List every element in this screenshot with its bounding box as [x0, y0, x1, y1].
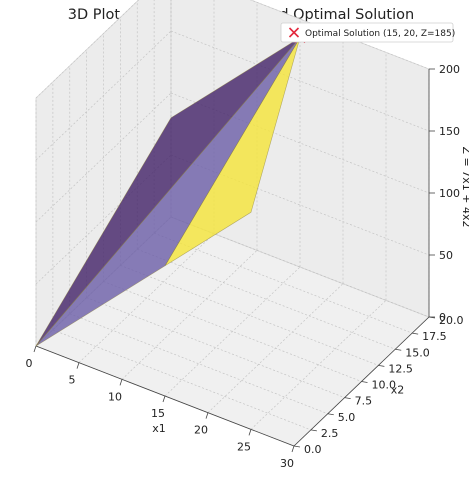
- x2-tick-label: 7.5: [355, 395, 373, 408]
- marker-stroke: [288, 27, 300, 38]
- x2-tick: [378, 364, 385, 367]
- legend-label: Optimal Solution (15, 20, Z=185): [305, 29, 455, 39]
- x2-tick: [310, 429, 317, 432]
- legend: Optimal Solution (15, 20, Z=185): [280, 22, 455, 43]
- x1-tick: [162, 395, 166, 403]
- x2-tick-label: 12.5: [388, 362, 413, 375]
- x2-tick-label: 0.0: [304, 443, 322, 456]
- x2-tick: [361, 381, 368, 383]
- z-tick-label: 200: [439, 63, 460, 76]
- x2-tick: [327, 413, 334, 416]
- x2-tick-label: 5.0: [338, 411, 356, 424]
- grid-line-x1-floor: [250, 300, 387, 430]
- x2-tick: [344, 397, 351, 400]
- x1-tick: [33, 345, 37, 353]
- x1-tick-label: 15: [151, 407, 165, 420]
- surface-face-3: [35, 37, 301, 347]
- x2-tick-label: 20.0: [439, 314, 464, 327]
- x1-tick: [205, 412, 209, 419]
- legend-marker-x: [288, 27, 300, 38]
- x2-tick-label: 15.0: [405, 346, 430, 359]
- feasible-region-surfaces: [35, 37, 301, 347]
- grid-line-x1-floor: [78, 233, 215, 363]
- legend-marker: [288, 27, 300, 38]
- x2-tick: [395, 348, 402, 351]
- z-tick-label: 150: [439, 125, 460, 138]
- x2-tick-label: 17.5: [422, 330, 447, 343]
- x1-tick-label: 25: [237, 440, 251, 453]
- x1-tick: [76, 362, 80, 369]
- x2-axis-label: x2: [391, 384, 405, 397]
- x1-tick: [119, 379, 123, 386]
- grid-line-z-left: [35, 30, 172, 161]
- x1-axis-label: x1: [152, 422, 166, 435]
- z-tick-label: 50: [439, 249, 453, 262]
- x1-tick-label: 5: [69, 374, 76, 387]
- x2-tick: [293, 445, 301, 448]
- x2-tick-label: 2.5: [321, 427, 339, 440]
- z-tick-label: 0: [439, 311, 446, 324]
- x1-tick-label: 30: [280, 457, 294, 470]
- grid-line-x1-floor: [164, 266, 301, 397]
- x1-tick: [291, 445, 295, 453]
- x2-tick-label: 10.0: [372, 379, 397, 392]
- grid-line-z-left: [35, 92, 172, 223]
- x1-tick-label: 20: [194, 424, 208, 437]
- z-tick-label: 100: [439, 187, 460, 200]
- x1-tick: [248, 429, 252, 436]
- legend-box: [280, 22, 454, 43]
- axes: 0 5 10 15 20 25 30 0.0 2.5 5.0 7.5 10.0 12.5 15.0 17.5…: [26, 63, 469, 470]
- x1-tick-label: 10: [108, 390, 122, 403]
- z-axis-label: Z = 7x1 + 4x2: [460, 147, 469, 228]
- x1-tick-label: 0: [26, 357, 33, 370]
- grid-line-z-left: [35, 154, 172, 285]
- x2-tick: [412, 332, 419, 335]
- grid-line-z-left: [35, 0, 140, 99]
